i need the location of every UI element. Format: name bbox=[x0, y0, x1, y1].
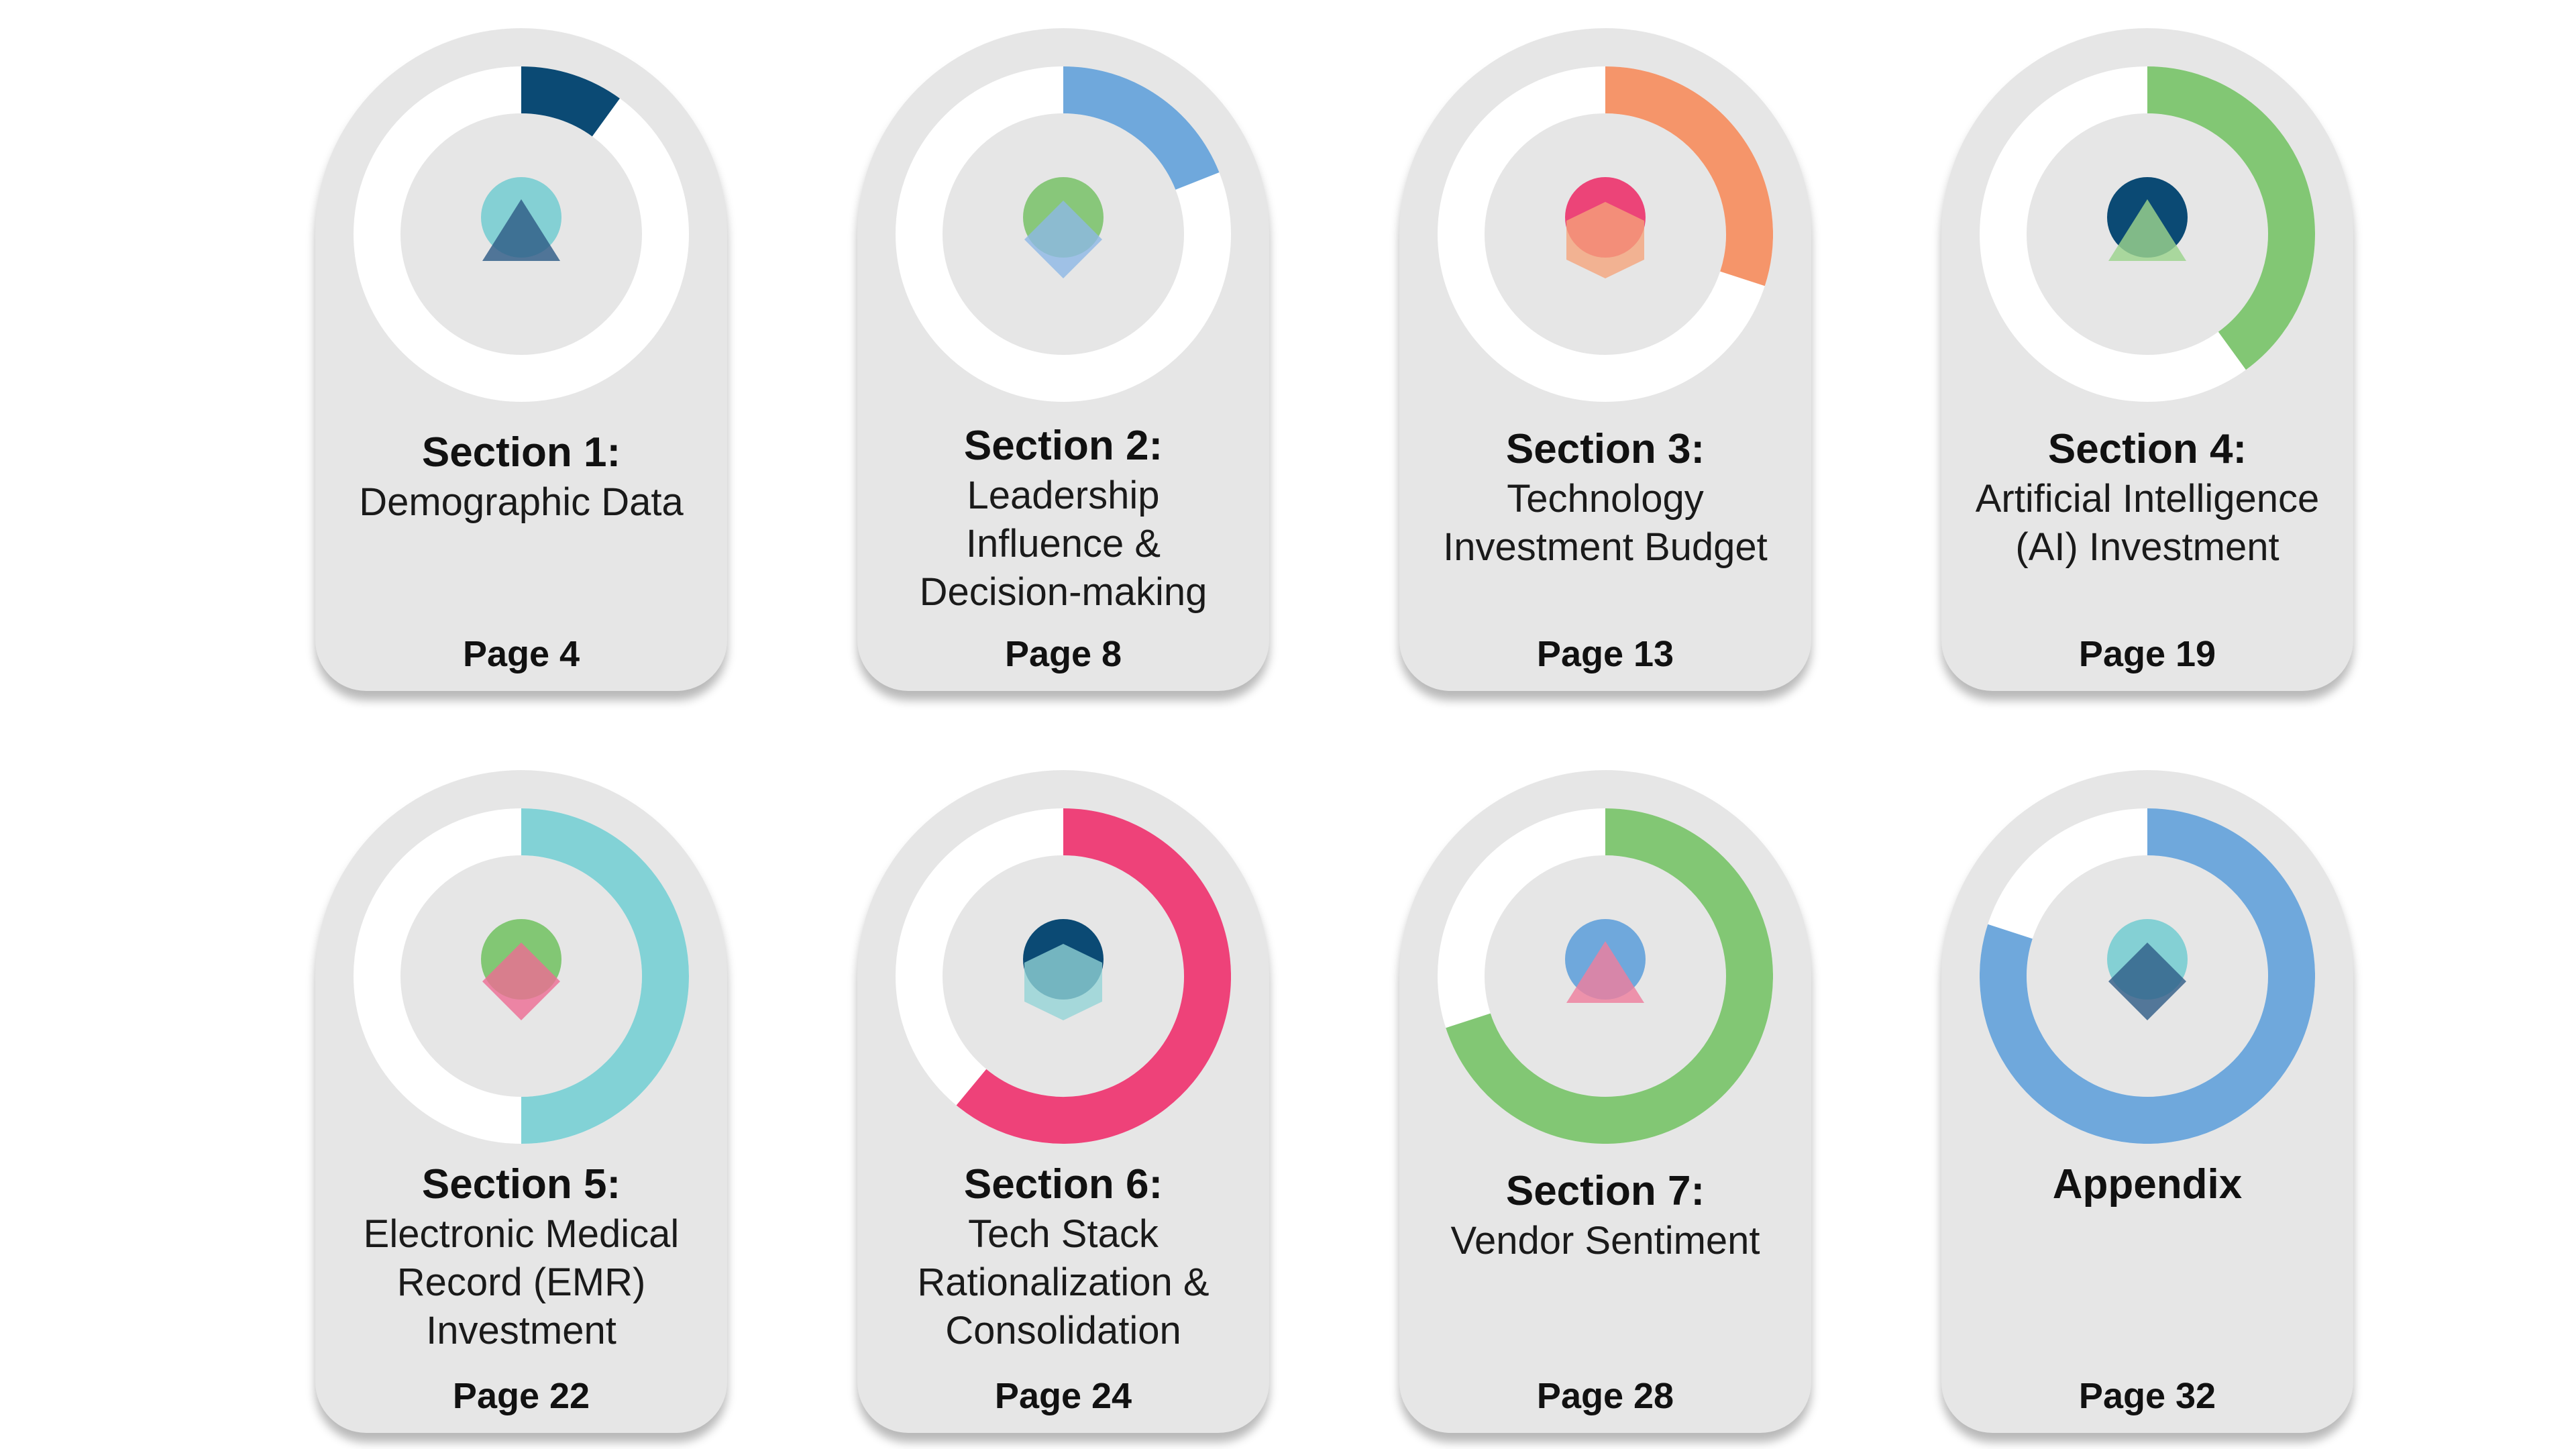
page-number: Page 4 bbox=[462, 634, 580, 674]
section-card-appendix[interactable]: Appendix Page 32 bbox=[1941, 770, 2353, 1433]
triangle-icon bbox=[482, 199, 560, 261]
ring-progress-arc bbox=[1446, 808, 1773, 1144]
section-title: Section 6: bbox=[963, 1161, 1163, 1208]
section-card-5[interactable]: Section 5: Electronic Medical Record (EM… bbox=[315, 770, 727, 1433]
page-number: Page 28 bbox=[1536, 1376, 1674, 1416]
section-title: Section 2: bbox=[963, 423, 1163, 469]
section-title: Appendix bbox=[2052, 1161, 2243, 1208]
hexagon-icon bbox=[1024, 944, 1102, 1020]
diamond-icon bbox=[2108, 943, 2186, 1020]
section-title: Section 4: bbox=[2047, 426, 2247, 472]
section-title: Section 7: bbox=[1505, 1168, 1705, 1214]
ring-progress-arc bbox=[521, 808, 689, 1144]
section-subtitle: Tech Stack Rationalization & Consolidati… bbox=[917, 1212, 1210, 1352]
page-number: Page 19 bbox=[2078, 634, 2216, 674]
triangle-icon bbox=[1566, 941, 1644, 1003]
section-icon bbox=[1565, 919, 1646, 1003]
section-subtitle: Artificial Intelligence (AI) Investment bbox=[1975, 477, 2320, 569]
ring-progress-arc bbox=[1063, 66, 1220, 191]
section-title: Section 5: bbox=[421, 1161, 621, 1208]
section-card-4[interactable]: Section 4: Artificial Intelligence (AI) … bbox=[1941, 28, 2353, 691]
section-card-7[interactable]: Section 7: Vendor Sentiment Page 28 bbox=[1399, 770, 1811, 1433]
progress-ring bbox=[354, 66, 689, 402]
progress-ring bbox=[1438, 66, 1773, 402]
progress-ring bbox=[354, 808, 689, 1144]
section-subtitle: Technology Investment Budget bbox=[1443, 477, 1768, 569]
section-card-6[interactable]: Section 6: Tech Stack Rationalization & … bbox=[857, 770, 1269, 1433]
ring-progress-arc bbox=[2147, 66, 2315, 370]
progress-ring bbox=[1980, 808, 2315, 1144]
page-number: Page 22 bbox=[452, 1376, 590, 1416]
section-icon bbox=[1023, 177, 1104, 278]
section-icon bbox=[481, 919, 561, 1020]
hexagon-icon bbox=[1566, 202, 1644, 278]
progress-ring bbox=[1980, 66, 2315, 402]
section-icon bbox=[2107, 919, 2188, 1020]
progress-ring bbox=[1438, 808, 1773, 1144]
section-subtitle: Leadership Influence & Decision-making bbox=[919, 474, 1208, 614]
diamond-icon bbox=[1024, 201, 1102, 278]
ring-progress-arc bbox=[1980, 808, 2315, 1144]
ring-progress-arc bbox=[956, 808, 1231, 1144]
section-subtitle: Demographic Data bbox=[359, 480, 684, 524]
section-card-2[interactable]: Section 2: Leadership Influence & Decisi… bbox=[857, 28, 1269, 691]
diamond-icon bbox=[482, 943, 560, 1020]
section-title: Section 1: bbox=[421, 429, 621, 476]
page-number: Page 24 bbox=[994, 1376, 1132, 1416]
progress-ring bbox=[896, 66, 1231, 402]
section-icon bbox=[2107, 177, 2188, 261]
section-subtitle: Electronic Medical Record (EMR) Investme… bbox=[363, 1212, 680, 1352]
section-icon bbox=[481, 177, 561, 261]
section-icon bbox=[1565, 177, 1646, 278]
ring-progress-arc bbox=[521, 66, 620, 137]
ring-progress-arc bbox=[1605, 66, 1773, 286]
section-icon bbox=[1023, 919, 1104, 1020]
section-subtitle: Vendor Sentiment bbox=[1450, 1219, 1760, 1263]
page-number: Page 32 bbox=[2078, 1376, 2216, 1416]
section-card-3[interactable]: Section 3: Technology Investment Budget … bbox=[1399, 28, 1811, 691]
page-number: Page 8 bbox=[1004, 634, 1122, 674]
progress-ring bbox=[896, 808, 1231, 1144]
section-card-1[interactable]: Section 1: Demographic Data Page 4 bbox=[315, 28, 727, 691]
page-number: Page 13 bbox=[1536, 634, 1674, 674]
section-title: Section 3: bbox=[1505, 426, 1705, 472]
triangle-icon bbox=[2108, 199, 2186, 261]
